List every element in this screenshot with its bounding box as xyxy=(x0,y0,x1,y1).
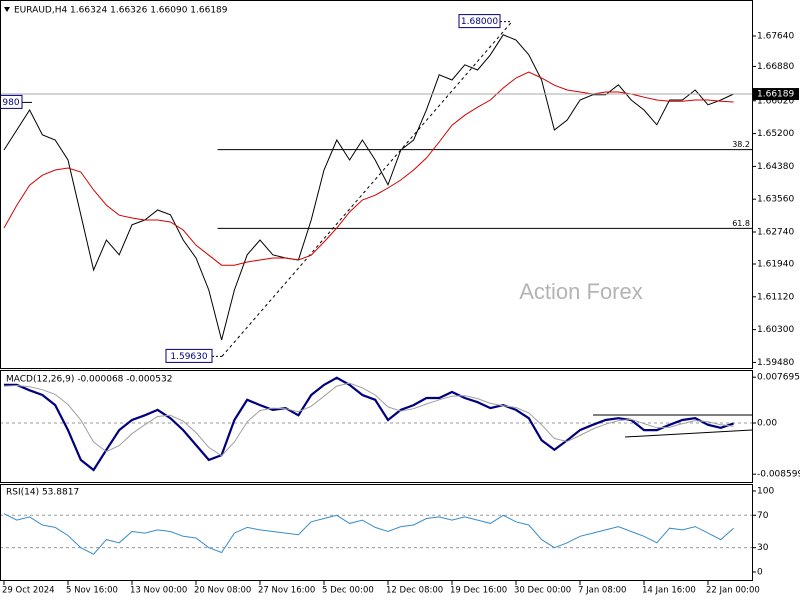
y-tick-label: 1.65200 xyxy=(757,129,794,139)
x-tick-label: 22 Jan 00:00 xyxy=(706,586,760,596)
x-tick-label: 12 Dec 08:00 xyxy=(386,586,443,596)
y-tick-label: 30 xyxy=(757,543,769,553)
x-tick-label: 5 Nov 16:00 xyxy=(66,586,118,596)
y-tick-label: 0.007695 xyxy=(757,373,800,383)
macd-title: MACD(12,26,9) -0.000068 -0.000532 xyxy=(6,375,172,385)
x-tick-label: 19 Dec 16:00 xyxy=(450,586,507,596)
y-tick-label: 1.66880 xyxy=(757,62,794,72)
left-marker-label: 980 xyxy=(2,98,19,108)
x-tick-label: 20 Nov 08:00 xyxy=(194,586,251,596)
y-tick-label: 100 xyxy=(757,486,774,496)
y-tick-label: 1.59480 xyxy=(757,358,794,368)
y-tick-label: 1.64380 xyxy=(757,162,794,172)
y-tick-label: 1.61940 xyxy=(757,260,794,270)
y-tick-label: -0.008599 xyxy=(757,470,800,480)
x-tick-label: 5 Dec 00:00 xyxy=(322,586,374,596)
price-panel-border xyxy=(0,0,753,369)
low-label: 1.59630 xyxy=(170,352,207,362)
series-line xyxy=(4,376,734,472)
series-line xyxy=(3,34,734,341)
high-label-box xyxy=(458,14,501,29)
y-tick-label: 1.63560 xyxy=(757,195,794,205)
watermark: Action Forex xyxy=(519,279,643,304)
x-tick-label: 27 Nov 16:00 xyxy=(258,586,315,596)
chart-title: EURAUD,H4 1.66324 1.66326 1.66090 1.6618… xyxy=(14,6,228,16)
y-tick-label: 0.00 xyxy=(757,419,777,429)
rsi-panel-border xyxy=(0,484,753,581)
y-tick-label: 1.60300 xyxy=(757,325,794,335)
macd-trendline xyxy=(624,429,753,438)
x-tick-label: 29 Oct 2024 xyxy=(2,586,55,596)
fib-label: 61.8 xyxy=(732,219,750,228)
rsi-title: RSI(14) 53.8817 xyxy=(6,488,79,498)
x-tick-label: 30 Dec 00:00 xyxy=(514,586,571,596)
y-tick-label: 1.66020 xyxy=(757,96,794,106)
trend-line xyxy=(221,21,513,357)
y-tick-label: 1.61120 xyxy=(757,292,794,302)
x-tick-label: 7 Jan 08:00 xyxy=(578,586,626,596)
y-tick-label: 0 xyxy=(757,567,763,577)
y-tick-label: 1.67640 xyxy=(757,32,794,42)
y-tick-label: 1.62740 xyxy=(757,228,794,238)
y-tick-label: 70 xyxy=(757,511,769,521)
series-line xyxy=(3,71,734,266)
series-line xyxy=(3,382,734,457)
x-tick-label: 13 Nov 00:00 xyxy=(130,586,187,596)
high-label: 1.68000 xyxy=(461,17,498,27)
plot-layer: 1.67640 1.66880 1.66020 1.65200 1.64380 1.635… xyxy=(0,14,800,596)
x-tick-label: 14 Jan 16:00 xyxy=(642,586,696,596)
series-line xyxy=(3,513,734,555)
left-marker-box xyxy=(0,94,23,109)
current-price-label: 1.66189 xyxy=(757,90,794,100)
low-label-box xyxy=(165,348,213,363)
menu-arrow xyxy=(4,7,10,12)
fib-label: 38.2 xyxy=(732,140,750,149)
macd-panel-border xyxy=(0,370,753,483)
current-price-box xyxy=(753,88,799,101)
